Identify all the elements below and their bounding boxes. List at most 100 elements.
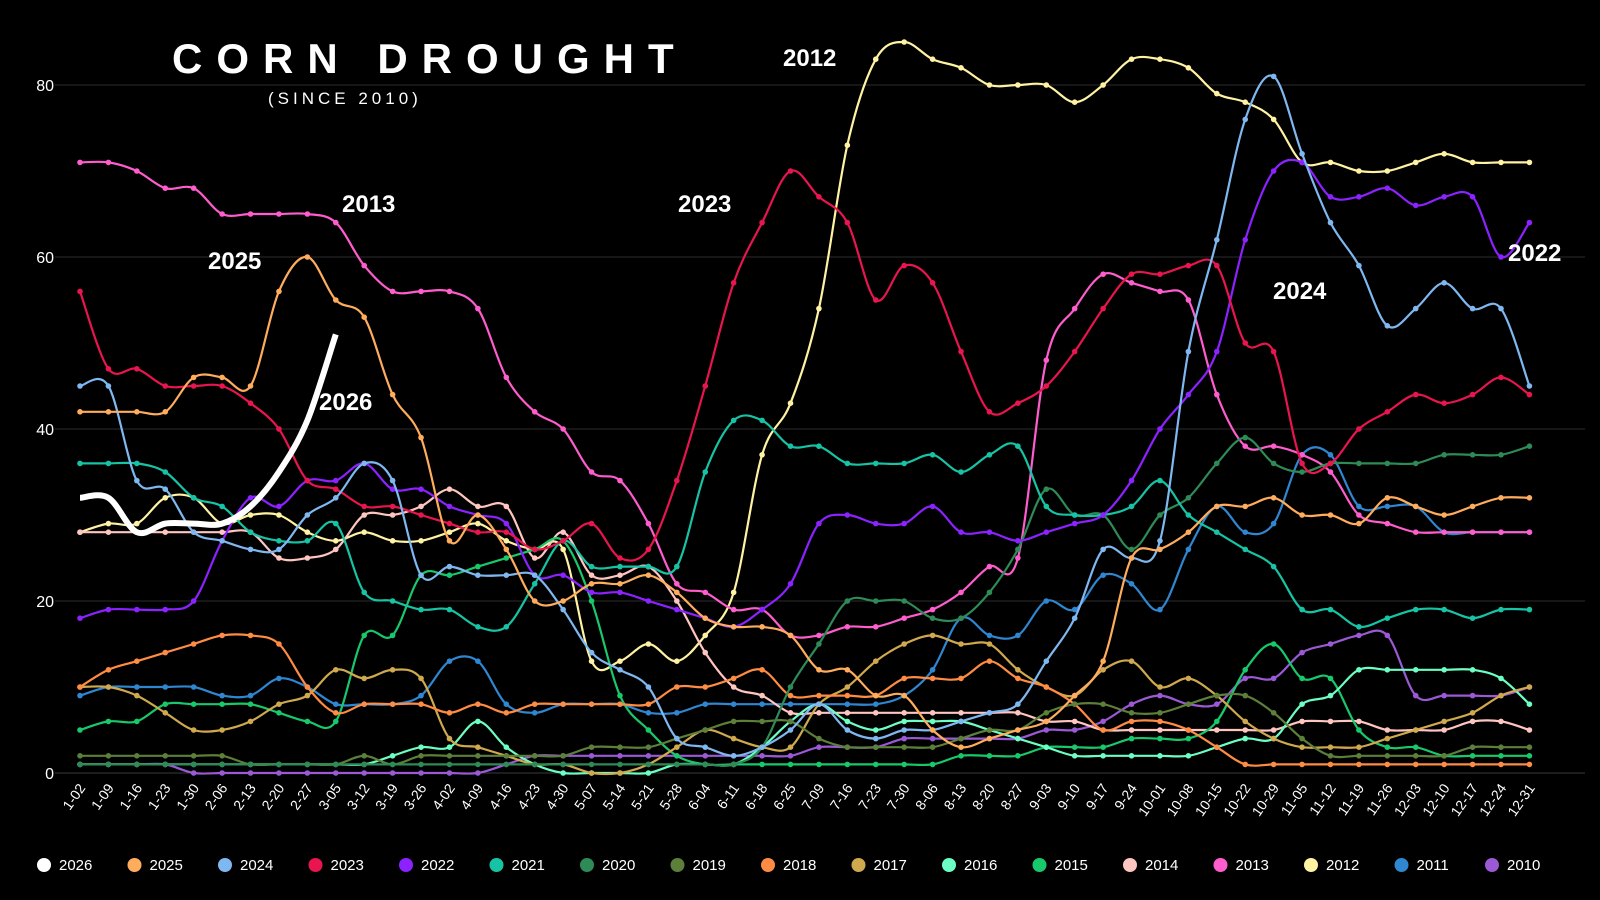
data-point-2024	[1299, 151, 1305, 157]
data-point-2023	[1384, 409, 1391, 415]
data-point-2013	[219, 211, 225, 217]
data-point-2019	[1157, 710, 1163, 716]
data-point-2011	[702, 701, 709, 707]
series-layer	[77, 39, 1533, 776]
data-point-2024	[1185, 348, 1192, 355]
data-point-2020	[77, 761, 83, 768]
legend-label: 2021	[512, 857, 545, 874]
data-point-2012	[304, 529, 311, 535]
data-point-2019	[1128, 710, 1135, 716]
data-point-2019	[1327, 753, 1334, 759]
legend-label: 2016	[964, 857, 997, 874]
data-point-2015	[674, 753, 680, 759]
data-point-2024	[446, 563, 453, 570]
data-point-2015	[475, 563, 481, 570]
data-point-2023	[77, 288, 83, 295]
data-point-2015	[645, 727, 652, 733]
annotations: 2012 2013 2023 2025 2026 2024 2022	[208, 45, 1561, 416]
data-point-2020	[418, 761, 424, 768]
data-point-2021	[730, 417, 737, 424]
data-point-2025	[844, 667, 851, 673]
data-point-2011	[247, 692, 254, 699]
data-point-2021	[361, 589, 368, 596]
series-line-2020	[79, 436, 1530, 767]
data-point-2012	[446, 529, 453, 535]
data-point-2021	[389, 598, 396, 604]
data-point-2021	[1214, 529, 1220, 535]
data-point-2024	[816, 701, 822, 707]
data-point-2016	[389, 753, 396, 759]
data-point-2022	[1498, 254, 1504, 260]
data-point-2013	[1469, 529, 1476, 535]
data-point-2020	[958, 615, 964, 621]
data-point-2019	[702, 727, 709, 733]
data-point-2017	[162, 710, 169, 716]
data-point-2021	[219, 503, 225, 510]
data-point-2013	[702, 589, 709, 596]
data-point-2016	[1384, 667, 1391, 673]
data-point-2021	[1356, 624, 1362, 630]
data-point-2025	[1526, 495, 1533, 501]
data-point-2015	[617, 692, 623, 699]
data-point-2013	[389, 288, 396, 295]
data-point-2019	[1384, 753, 1391, 759]
data-point-2024	[901, 727, 907, 733]
data-point-2020	[1412, 460, 1419, 467]
data-point-2012	[247, 512, 254, 518]
data-point-2012	[105, 520, 112, 527]
data-point-2015	[872, 761, 879, 768]
data-point-2025	[1185, 529, 1192, 535]
legend-label: 2022	[421, 857, 454, 874]
data-point-2024	[219, 538, 225, 544]
data-point-2012	[1356, 168, 1362, 174]
data-point-2024	[1100, 546, 1106, 553]
data-point-2018	[1100, 727, 1106, 733]
data-point-2025	[929, 727, 936, 733]
data-point-2021	[105, 460, 112, 467]
data-point-2013	[446, 288, 453, 295]
data-point-2015	[1384, 744, 1391, 750]
series-line-2026	[79, 333, 339, 537]
data-point-2023	[1043, 383, 1050, 389]
data-point-2021	[929, 452, 936, 458]
data-point-2010	[1071, 727, 1078, 733]
data-point-2016	[1412, 667, 1419, 673]
data-point-2023	[1469, 391, 1476, 398]
data-point-2014	[475, 503, 481, 510]
data-point-2010	[247, 770, 254, 776]
data-point-2025	[1157, 546, 1163, 553]
data-point-2024	[958, 718, 964, 725]
data-point-2017	[361, 675, 368, 682]
legend-label: 2010	[1507, 857, 1540, 874]
legend-label: 2015	[1055, 857, 1088, 874]
data-point-2023	[844, 219, 851, 226]
data-point-2012	[1327, 159, 1334, 166]
data-point-2021	[901, 460, 907, 467]
data-point-2016	[1441, 667, 1447, 673]
data-point-2022	[162, 606, 169, 613]
data-point-2022	[1015, 538, 1021, 544]
data-point-2018	[1384, 761, 1391, 768]
data-point-2016	[1071, 753, 1078, 759]
data-point-2011	[929, 667, 936, 673]
data-point-2013	[531, 409, 538, 415]
data-point-2017	[475, 744, 481, 750]
data-point-2018	[190, 641, 197, 647]
data-point-2018	[418, 701, 424, 707]
data-point-2014	[816, 710, 822, 716]
data-point-2023	[787, 168, 794, 174]
data-point-2025	[162, 409, 169, 415]
data-point-2016	[1498, 675, 1504, 682]
data-point-2012	[134, 520, 140, 527]
data-point-2012	[1100, 82, 1106, 88]
data-point-2018	[1498, 761, 1504, 768]
data-point-2023	[1242, 340, 1249, 346]
data-point-2012	[276, 512, 282, 518]
legend-item-2024: 2024	[218, 857, 273, 874]
data-point-2021	[162, 469, 169, 475]
data-point-2020	[1242, 434, 1249, 441]
data-point-2011	[1327, 452, 1334, 458]
data-point-2018	[787, 692, 794, 699]
data-point-2011	[531, 710, 538, 716]
